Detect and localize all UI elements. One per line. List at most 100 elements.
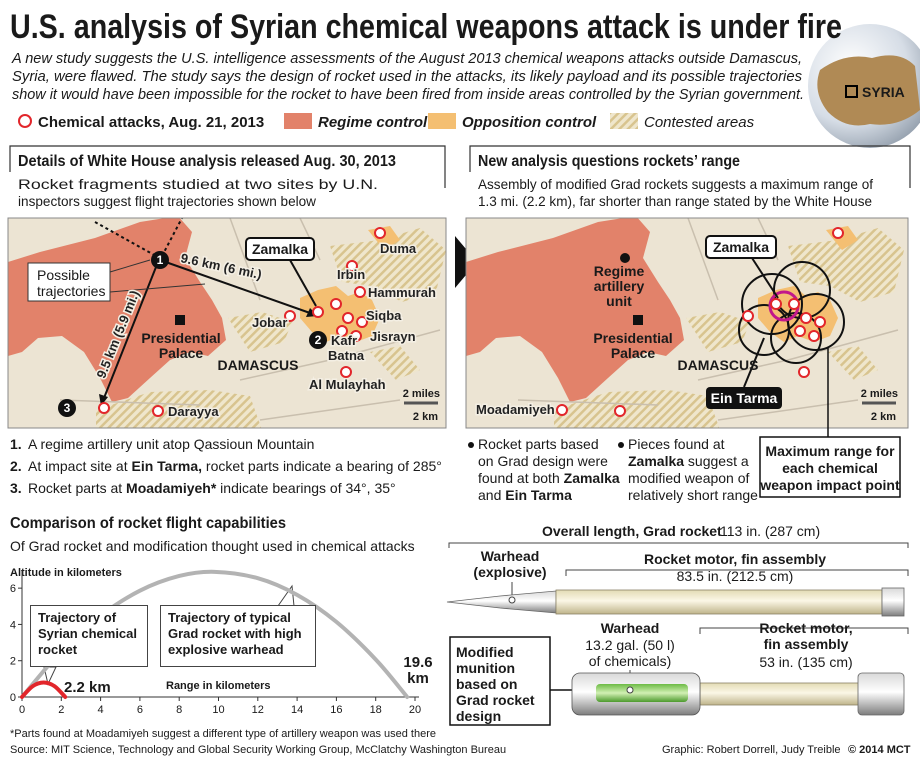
text: 13.2 gal. (50 l) (585, 637, 675, 653)
text: Modified (456, 644, 514, 660)
x-tick-label: 20 (409, 704, 421, 716)
text: Hammurah (368, 285, 436, 300)
text: Zamalka (713, 239, 769, 255)
grad-rocket (446, 542, 909, 617)
text: weapon impact point (759, 477, 900, 493)
text: Overall length, Grad rocket (542, 523, 722, 539)
right-map (466, 218, 908, 428)
globe (808, 24, 920, 148)
panel-headers (9, 145, 911, 188)
series-line (20, 680, 68, 699)
y-tick-label: 0 (10, 692, 16, 704)
text: rocket parts indicate a bearing of 285° (202, 458, 442, 474)
legend-callout: Trajectory of Syrian chemical rocket (30, 605, 148, 667)
text: 53 in. (135 cm) (759, 654, 852, 670)
text: Range in kilometers (166, 680, 271, 692)
text: Rocket motor, (759, 620, 852, 636)
rich-text: Pieces found at (628, 436, 725, 452)
left-map (8, 218, 446, 428)
bold-text: Ein Tarma, (131, 458, 202, 474)
rich-text: found at both Zamalka (478, 470, 620, 486)
bold-text: Ein Tarma (505, 487, 572, 503)
text: U.S. analysis of Syrian chemical weapons… (10, 8, 842, 46)
map-frame (465, 217, 909, 429)
text: Irbin (337, 267, 365, 282)
text: 2 km (871, 411, 896, 423)
text: 1.3 mi. (2.2 km), far shorter than range… (478, 193, 872, 209)
text: Source: MIT Science, Technology and Glob… (10, 744, 506, 756)
text: Jisrayn (370, 329, 416, 344)
text: Siqba (366, 308, 402, 323)
bold-text: Zamalka (628, 453, 684, 469)
text: Presidential (141, 330, 220, 346)
text: 2. (10, 458, 22, 474)
text: Of Grad rocket and modification thought … (10, 538, 415, 554)
text: 83.5 in. (212.5 cm) (677, 568, 794, 584)
map-frame (7, 217, 447, 429)
text: © 2014 MCT (848, 744, 911, 756)
text: Maximum range for (765, 443, 895, 459)
rich-text: Zamalka suggest a (628, 453, 749, 469)
text: Ein Tarma (711, 390, 778, 406)
text: munition (456, 660, 515, 676)
rich-text: Rocket parts at Moadamiyeh* indicate bea… (28, 480, 396, 496)
rich-text: modified weapon of (628, 470, 750, 486)
text: Opposition control (462, 114, 597, 131)
text: Rocket fragments studied at two sites by… (18, 176, 378, 192)
x-tick-label: 12 (252, 704, 264, 716)
text: trajectories (37, 283, 105, 299)
text: Rocket parts at (28, 480, 126, 496)
text: Warhead (481, 548, 540, 564)
text: Rocket parts based (478, 436, 599, 452)
text: Assembly of modified Grad rockets sugges… (478, 176, 873, 192)
text: modified weapon of (628, 470, 750, 486)
bold-text: Moadamiyeh* (126, 480, 217, 496)
text: Regime control (318, 114, 428, 131)
text: 1. (10, 436, 22, 452)
text: *Parts found at Moadamiyeh suggest a dif… (10, 728, 436, 740)
text: Altitude in kilometers (10, 567, 122, 579)
text: New analysis questions rockets’ range (478, 153, 740, 170)
text: indicate bearings of 34°, 35° (216, 480, 395, 496)
text: on Grad design were (478, 453, 608, 469)
text: design (456, 708, 501, 724)
rich-text: relatively short range (628, 487, 758, 503)
text: inspectors suggest flight trajectories s… (18, 193, 317, 209)
x-tick-label: 10 (212, 704, 224, 716)
rich-text: and Ein Tarma (478, 487, 572, 503)
x-tick-label: 8 (176, 704, 182, 716)
text: Details of White House analysis released… (18, 153, 396, 170)
text: Comparison of rocket flight capabilities (10, 515, 286, 532)
text: SYRIA (862, 84, 905, 100)
text: Rocket motor, fin assembly (644, 551, 826, 567)
text: fin assembly (764, 636, 849, 652)
text: Regime (594, 263, 645, 279)
text: artillery (594, 278, 645, 294)
text: Palace (159, 345, 204, 361)
rich-text: At impact site at Ein Tarma, rocket part… (28, 458, 442, 474)
text: Zamalka (252, 241, 308, 257)
x-tick-label: 18 (370, 704, 382, 716)
text: Grad rocket (456, 692, 535, 708)
x-tick-label: 16 (330, 704, 342, 716)
text: Chemical attacks, Aug. 21, 2013 (38, 114, 264, 131)
text: Duma (380, 241, 417, 256)
text: Contested areas (644, 114, 755, 131)
x-tick-label: 2 (58, 704, 64, 716)
text: each chemical (782, 460, 878, 476)
text: Darayya (168, 404, 219, 419)
text: show it would have been impossible for t… (12, 86, 804, 103)
text: Moadamiyeh (476, 402, 555, 417)
text: Presidential (593, 330, 672, 346)
text: A new study suggests the U.S. intelligen… (11, 50, 802, 67)
text: based on (456, 676, 517, 692)
text: DAMASCUS (678, 357, 759, 373)
text: At impact site at (28, 458, 131, 474)
text: unit (606, 293, 632, 309)
text: relatively short range (628, 487, 758, 503)
text: Graphic: Robert Dorrell, Judy Treible (662, 744, 841, 756)
modified-rocket (449, 627, 909, 726)
bullet-dots (468, 442, 624, 448)
